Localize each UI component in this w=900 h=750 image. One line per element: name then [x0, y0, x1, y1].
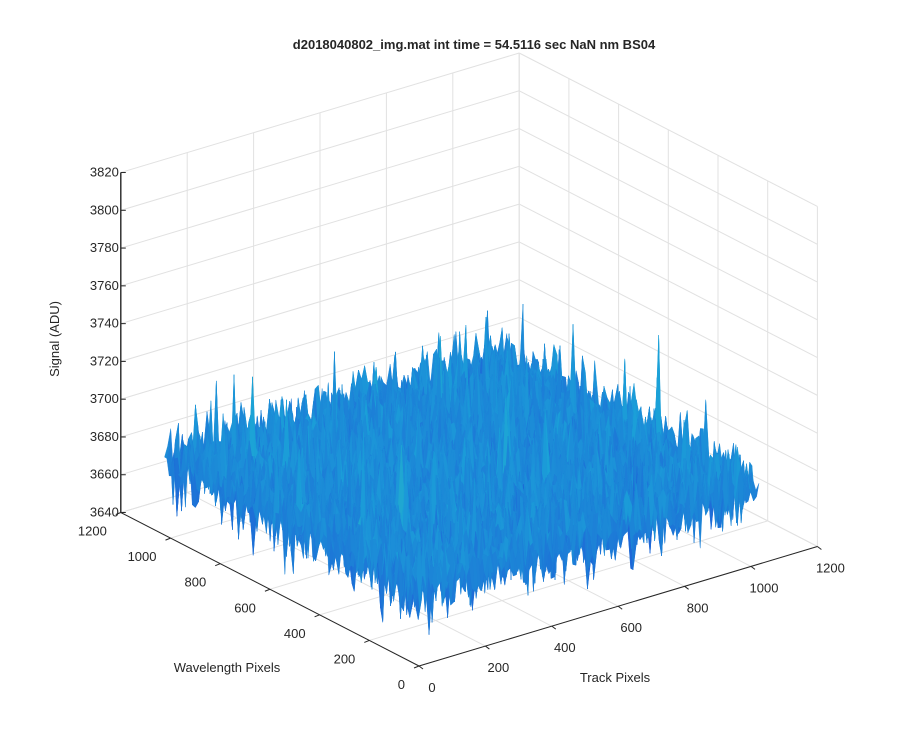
back-wall-grid-line-z: [120, 203, 520, 325]
side-wall-grid-line-z: [518, 203, 818, 359]
back-wall-grid-line-z: [120, 128, 520, 249]
side-wall-grid-line-z: [518, 90, 818, 245]
side-wall-grid-line-z: [518, 165, 818, 321]
back-wall-grid-line-z: [120, 241, 520, 362]
back-wall-grid-line-z: [120, 90, 520, 211]
side-wall-grid-line-z: [518, 279, 818, 434]
side-wall-grid-line-z: [518, 316, 818, 472]
side-wall-grid-line-z: [518, 128, 818, 283]
back-wall-grid-line-z: [120, 279, 520, 400]
side-wall-grid-line-z: [518, 52, 818, 207]
back-wall-grid-line-z: [120, 52, 520, 173]
side-wall-grid-line-z: [518, 241, 818, 396]
floor-grid-line-y: [369, 520, 768, 641]
surface-mesh: [164, 304, 760, 635]
back-wall-grid-line-z: [120, 165, 520, 287]
back-wall-grid-line-z: [120, 316, 520, 438]
